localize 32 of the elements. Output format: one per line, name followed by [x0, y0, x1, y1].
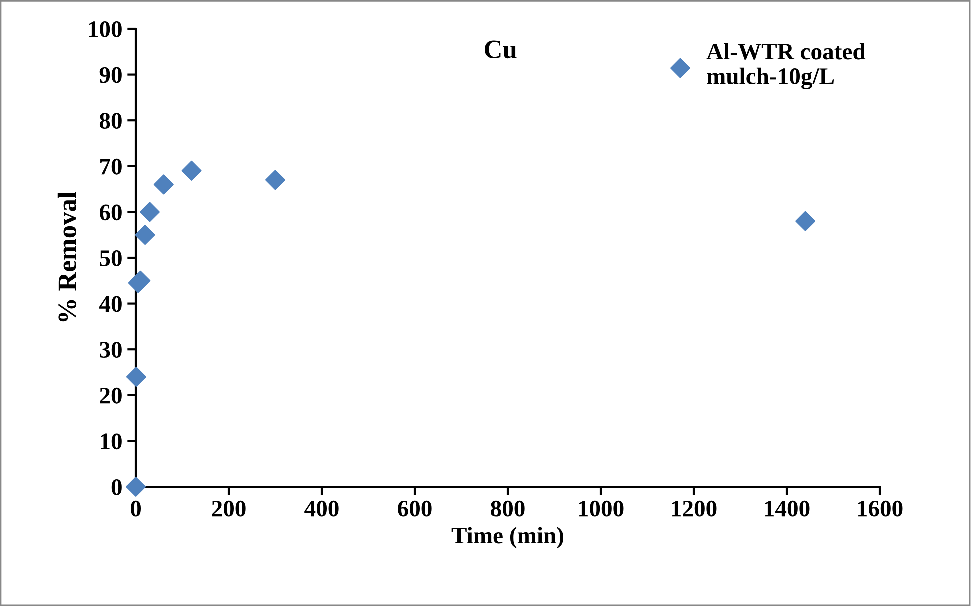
y-tick-label: 100 — [89, 21, 122, 38]
x-tick-label: 1000 — [579, 500, 624, 517]
y-tick-label: 60 — [100, 204, 122, 221]
point — [154, 174, 174, 195]
y-tick-label: 30 — [100, 342, 122, 358]
legend-label: Al-WTR coated mulch-10g/L — [706, 43, 866, 90]
point — [126, 367, 146, 388]
y-tick-label: 80 — [100, 113, 122, 130]
point — [796, 211, 816, 232]
y-tick-label: 10 — [101, 434, 122, 450]
y-tick-label: 50 — [100, 250, 122, 266]
x-tick-label: 1400 — [765, 500, 810, 517]
y-tick-label: 40 — [100, 296, 122, 312]
point — [126, 476, 146, 498]
x-tick-label: 400 — [304, 500, 339, 517]
point — [182, 160, 202, 181]
x-tick-label: 600 — [398, 500, 432, 517]
point — [140, 202, 160, 222]
x-tick-label: 1200 — [672, 500, 717, 517]
x-axis-title: Time (min) — [452, 527, 564, 549]
point — [135, 225, 156, 246]
x-tick-label: 0 — [130, 500, 142, 517]
y-tick-label: 90 — [100, 67, 122, 84]
x-tick-label: 800 — [491, 500, 525, 517]
y-tick-label: 20 — [100, 388, 122, 404]
x-tick-label: 200 — [212, 500, 246, 517]
y-tick-label: 0 — [112, 479, 122, 496]
y-tick-label: 70 — [100, 158, 122, 175]
chart-title: Cu — [484, 40, 517, 59]
x-tick-label: 1600 — [858, 500, 903, 517]
point — [265, 170, 286, 190]
y-axis-title: % Removal — [58, 192, 77, 322]
